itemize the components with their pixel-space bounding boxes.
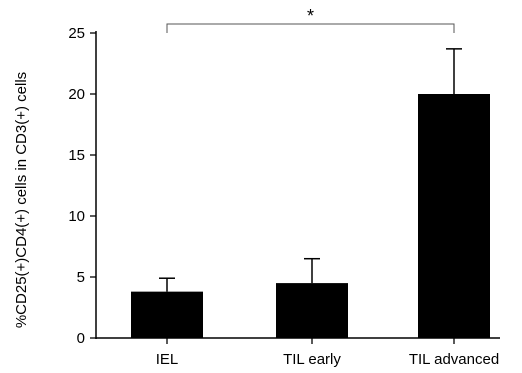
y-tick-label: 0 xyxy=(77,330,85,347)
y-tick-label: 10 xyxy=(68,208,85,225)
bar-til-advanced xyxy=(418,94,490,338)
x-category-label: TIL early xyxy=(283,351,341,368)
bar-iel xyxy=(131,291,203,338)
significance-bracket xyxy=(166,23,455,33)
bar-til-early xyxy=(276,283,348,338)
y-axis-label: %CD25(+)CD4(+) cells in CD3(+) cells xyxy=(13,72,30,328)
y-tick-label: 15 xyxy=(68,147,85,164)
x-category-label: IEL xyxy=(156,351,179,368)
significance-marker: * xyxy=(307,6,314,26)
y-tick-label: 25 xyxy=(68,25,85,42)
x-category-label: TIL advanced xyxy=(409,351,499,368)
y-tick-label: 5 xyxy=(77,269,85,286)
y-tick-label: 20 xyxy=(68,86,85,103)
